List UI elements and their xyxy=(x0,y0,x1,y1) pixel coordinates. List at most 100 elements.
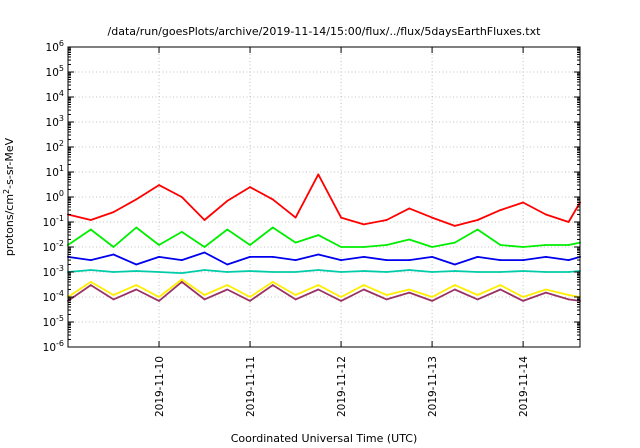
data-point xyxy=(271,284,274,286)
data-point xyxy=(544,244,547,246)
data-point xyxy=(340,296,342,298)
data-point xyxy=(89,284,92,286)
data-point xyxy=(544,256,547,258)
y-axis-label-suffix: -s-sr-MeV xyxy=(3,137,16,188)
data-point xyxy=(203,251,206,254)
data-point xyxy=(317,269,320,271)
data-point xyxy=(431,299,433,302)
data-point xyxy=(112,294,115,296)
data-point xyxy=(544,213,547,216)
data-point xyxy=(408,288,411,291)
data-point xyxy=(294,259,297,261)
data-point xyxy=(271,226,274,229)
series-line xyxy=(67,278,581,298)
data-point xyxy=(112,271,115,273)
data-point xyxy=(226,271,229,273)
data-point xyxy=(271,271,274,273)
data-point xyxy=(317,288,320,291)
x-tick-label: 2019-11-10 xyxy=(154,356,166,417)
data-point xyxy=(408,238,411,241)
data-point xyxy=(112,253,115,256)
data-point xyxy=(89,281,92,283)
data-point xyxy=(249,244,251,246)
data-point xyxy=(544,271,547,273)
data-point xyxy=(340,299,342,302)
data-point xyxy=(226,263,229,266)
data-point xyxy=(362,246,365,248)
data-point xyxy=(158,256,160,258)
data-point xyxy=(499,244,502,246)
data-point xyxy=(385,271,388,273)
data-point xyxy=(271,281,274,283)
data-point xyxy=(226,284,229,286)
data-point xyxy=(431,246,433,248)
data-point xyxy=(249,270,251,272)
data-point xyxy=(180,278,183,281)
data-point xyxy=(453,224,456,227)
data-point xyxy=(476,256,479,258)
data-point xyxy=(158,271,160,273)
y-tick-label: 102 xyxy=(46,139,64,154)
data-point xyxy=(317,173,320,176)
data-point xyxy=(226,228,229,231)
data-point xyxy=(180,259,183,261)
data-point xyxy=(158,296,160,298)
data-point xyxy=(499,271,502,273)
data-point xyxy=(476,219,479,221)
series-1 xyxy=(67,226,581,248)
data-point xyxy=(203,246,206,248)
y-axis-label-superscript: 2 xyxy=(2,189,11,194)
data-point xyxy=(499,209,502,211)
data-point xyxy=(431,296,433,298)
series-line xyxy=(67,173,581,227)
data-point xyxy=(340,216,342,219)
y-tick-label: 10-6 xyxy=(43,339,64,354)
data-point xyxy=(135,284,138,286)
y-tick-labels: 10-6 10-5 10-4 10-3 10-2 10-1 100 101 102 103 104 1… xyxy=(43,39,64,354)
data-point xyxy=(522,259,525,261)
series-3 xyxy=(67,269,581,275)
series-5 xyxy=(67,280,581,302)
data-point xyxy=(385,294,388,296)
data-point xyxy=(340,246,342,248)
series-4 xyxy=(67,278,581,298)
y-tick-label: 104 xyxy=(46,89,64,104)
data-point xyxy=(135,198,138,201)
y-tick-label: 10-2 xyxy=(43,239,64,254)
data-point xyxy=(112,246,115,248)
data-point xyxy=(294,294,297,296)
data-point xyxy=(340,271,342,273)
data-point xyxy=(249,296,251,298)
data-point xyxy=(431,256,433,258)
data-point xyxy=(567,259,570,261)
data-point xyxy=(112,298,115,301)
data-point xyxy=(408,259,411,261)
data-point xyxy=(362,270,365,272)
y-tick-label: 10-5 xyxy=(43,314,64,329)
data-point xyxy=(89,269,92,271)
data-point xyxy=(453,241,456,244)
x-tick-label: 2019-11-13 xyxy=(427,356,439,417)
y-tick-label: 10-1 xyxy=(43,214,64,229)
data-point xyxy=(567,221,570,223)
data-point xyxy=(158,244,160,246)
y-axis-label-prefix: protons/cm xyxy=(3,194,16,256)
data-point xyxy=(317,253,320,256)
data-point xyxy=(271,256,274,258)
data-point xyxy=(180,272,183,275)
y-axis-label: protons/cm2-s-sr-MeV xyxy=(2,137,17,256)
data-point xyxy=(249,186,251,188)
data-point xyxy=(135,263,138,266)
data-point xyxy=(544,288,547,291)
data-point xyxy=(522,201,525,204)
data-point xyxy=(226,199,229,202)
data-point xyxy=(203,294,206,296)
data-point xyxy=(522,246,525,248)
data-point xyxy=(89,228,92,231)
data-point xyxy=(499,259,502,261)
y-tick-label: 101 xyxy=(46,164,64,179)
x-tick-label: 2019-11-11 xyxy=(245,356,257,417)
y-tick-label: 10-3 xyxy=(43,264,64,279)
data-point xyxy=(294,271,297,273)
